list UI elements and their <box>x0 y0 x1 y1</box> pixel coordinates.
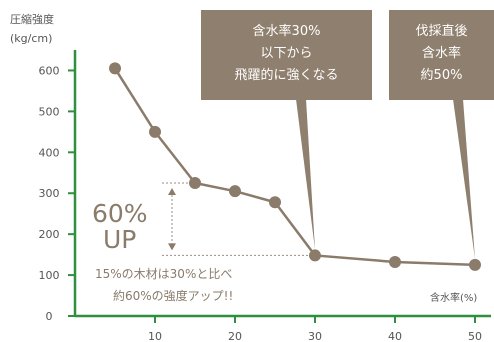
data-point <box>229 185 241 198</box>
callout-text-line: 飛躍的に強くなる <box>234 67 338 83</box>
y-tick-label: 200 <box>39 228 60 241</box>
data-point <box>269 196 281 209</box>
data-point <box>309 249 321 262</box>
data-point <box>149 125 161 138</box>
series-line <box>109 62 481 271</box>
callout-text-line: 含水率30% <box>253 23 321 39</box>
y-tick-label: 600 <box>39 64 60 77</box>
x-tick-label: 20 <box>228 330 242 342</box>
callout-pointer <box>296 99 315 250</box>
annotation-note-line2: 約60%の強度アップ!! <box>113 288 233 303</box>
x-tick-label: 10 <box>148 330 162 342</box>
y-axis-ticks: 0 100 200 300 400 500 600 <box>39 64 75 323</box>
y-tick-label: 300 <box>39 187 60 200</box>
x-tick-label: 50 <box>468 330 482 342</box>
y-tick-label: 0 <box>46 310 53 323</box>
data-point <box>389 255 401 268</box>
data-point <box>469 258 481 271</box>
y-axis-title: 圧縮強度 <box>10 12 54 26</box>
y-tick-label: 400 <box>39 146 60 159</box>
y-tick-label: 500 <box>39 105 60 118</box>
x-tick-label: 40 <box>388 330 402 342</box>
y-tick-label: 100 <box>39 269 60 282</box>
callout-text-line: 約50% <box>421 68 463 83</box>
callout-bubble <box>201 10 372 100</box>
axes <box>73 50 491 318</box>
x-axis-ticks: 10 20 30 40 50 <box>148 316 482 342</box>
range-arrow-down-head <box>168 243 176 251</box>
increase-percent-label: 60% <box>92 199 148 228</box>
y-axis-unit: (kg/cm) <box>10 32 52 45</box>
increase-up-label: UP <box>103 225 136 254</box>
data-line <box>113 67 476 267</box>
callout-text-line: 含水率 <box>422 45 461 61</box>
callout-text-line: 伐採直後 <box>415 24 467 39</box>
range-annotation <box>162 182 311 256</box>
range-arrow-up-head <box>168 188 176 195</box>
x-axis-title: 含水率(%) <box>430 291 477 304</box>
callout-text-line: 以下から <box>260 46 312 61</box>
data-point <box>189 177 201 189</box>
callout-bubble <box>389 10 494 100</box>
data-point <box>109 62 121 75</box>
x-tick-label: 30 <box>308 330 322 342</box>
annotation-note-line1: 15%の木材は30%と比べ <box>95 267 232 281</box>
callout-pointer <box>453 99 475 259</box>
